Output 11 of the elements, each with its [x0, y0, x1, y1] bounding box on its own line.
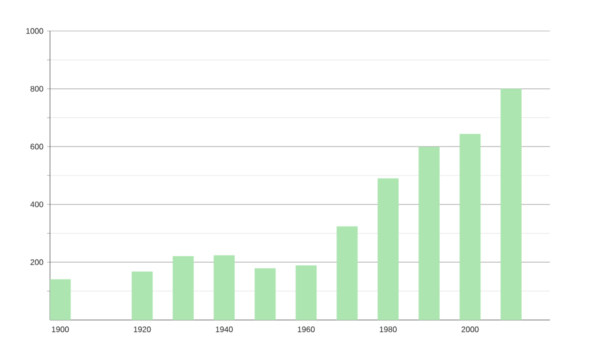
bar — [378, 178, 399, 320]
bar — [296, 265, 317, 320]
bar — [336, 226, 358, 320]
bar — [214, 255, 235, 320]
bar — [418, 146, 440, 320]
bar — [460, 134, 481, 320]
bar — [50, 279, 71, 320]
bar — [254, 268, 276, 320]
bar — [132, 271, 153, 320]
bar — [500, 88, 522, 320]
bar — [172, 256, 194, 320]
